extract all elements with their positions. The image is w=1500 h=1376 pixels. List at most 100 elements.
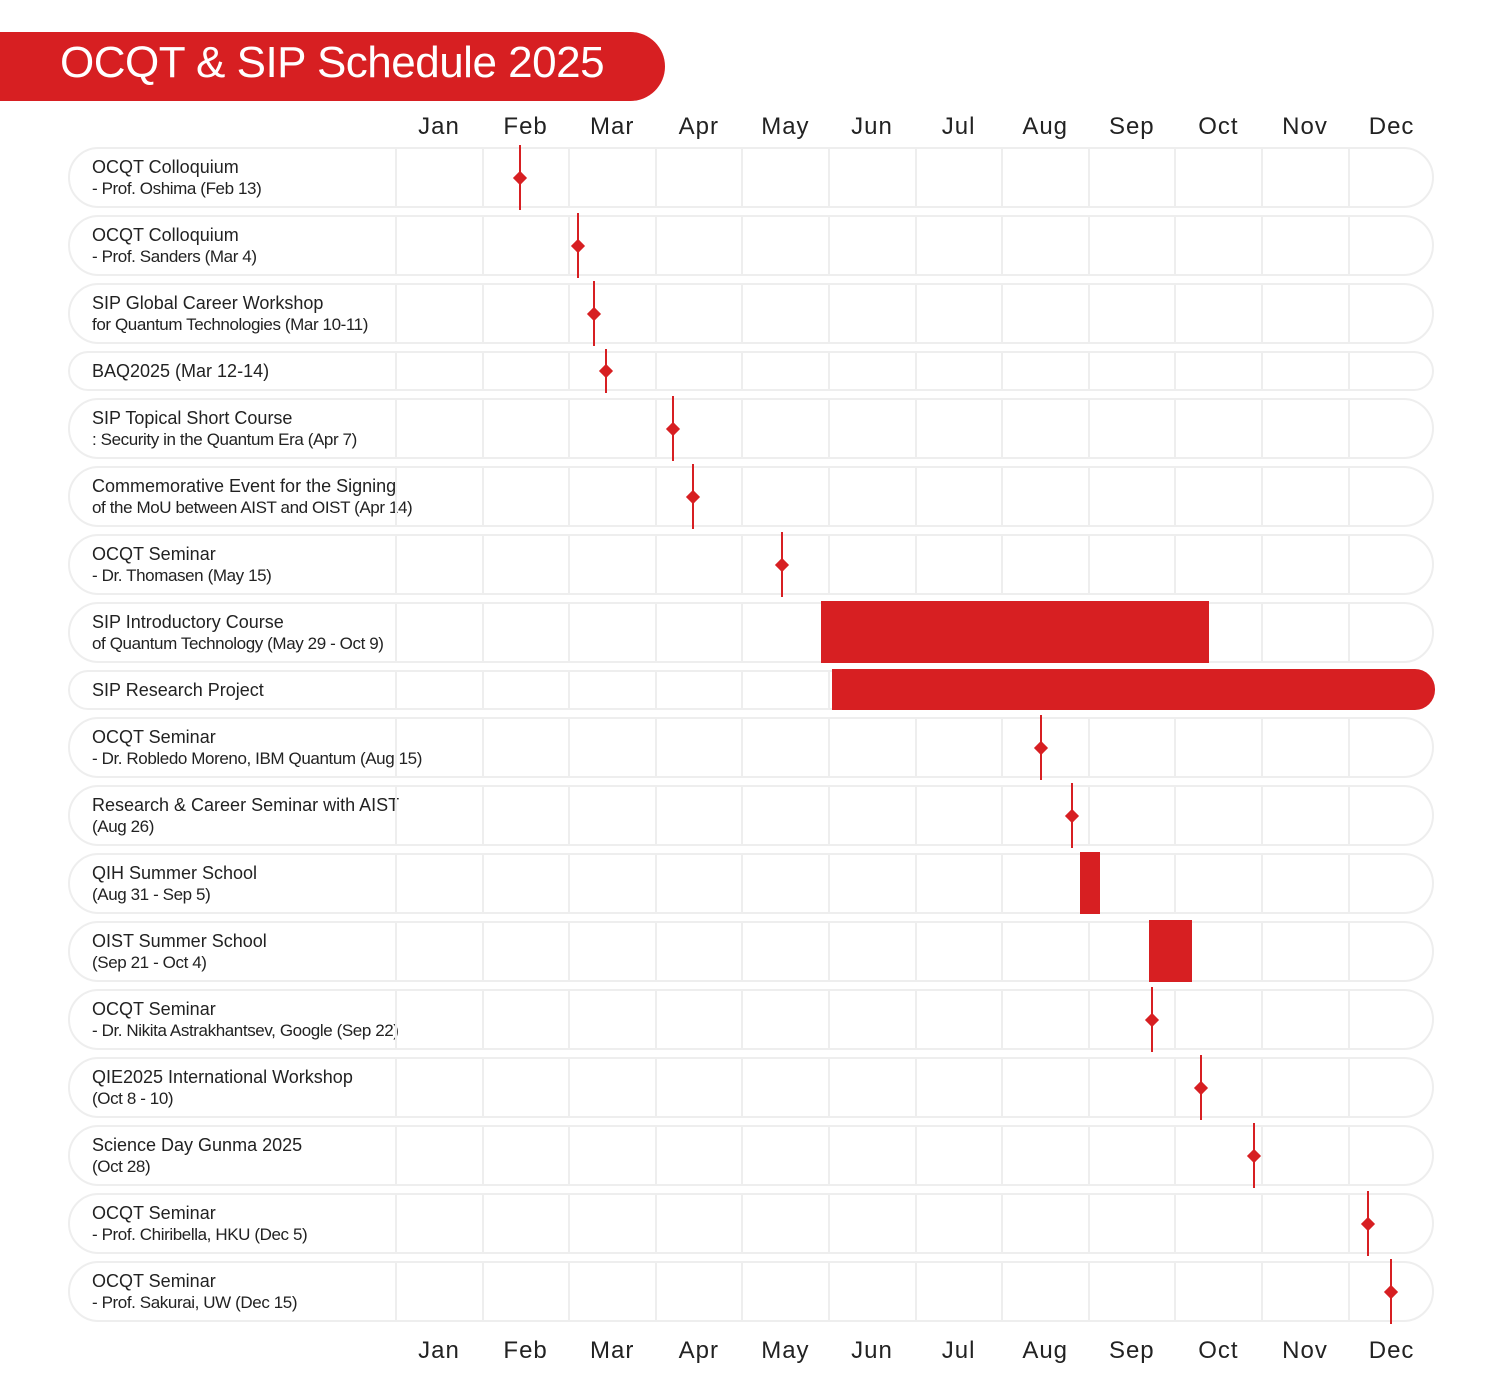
month-gridline (654, 853, 657, 914)
event-detail: (Oct 28) (92, 1156, 151, 1176)
month-gridline (828, 534, 830, 595)
month-gridline (1174, 1193, 1177, 1254)
month-label-top: May (761, 113, 810, 140)
event-title: OCQT Seminar (92, 1270, 216, 1291)
month-gridline (1174, 283, 1177, 344)
month-gridline (568, 1057, 571, 1118)
event-label: SIP Introductory Course of Quantum Techno… (92, 611, 384, 655)
month-gridline (568, 398, 571, 459)
month-gridline (741, 717, 744, 778)
month-gridline (395, 670, 397, 710)
month-label-bottom: Jan (418, 1337, 460, 1364)
month-gridline (828, 785, 830, 846)
month-gridline (1347, 283, 1350, 344)
month-gridline (654, 717, 657, 778)
event-title: QIE2025 International Workshop (92, 1066, 353, 1087)
month-label-top: Apr (678, 113, 719, 140)
month-gridline (1174, 147, 1177, 208)
month-gridline (1261, 534, 1263, 595)
month-gridline (741, 283, 744, 344)
event-label: SIP Topical Short Course: Security in th… (92, 407, 357, 451)
month-gridline (395, 989, 397, 1050)
month-label-top: Sep (1108, 113, 1155, 140)
event-title: SIP Research Project (92, 680, 264, 700)
month-gridline (654, 989, 657, 1050)
month-gridline (1087, 1125, 1090, 1186)
month-gridline (914, 717, 917, 778)
month-gridline (1087, 534, 1090, 595)
table-row: OCQT Seminar - Dr. Nikita Astrakhantsev, … (68, 989, 1434, 1050)
table-row: SIP Introductory Course of Quantum Techno… (68, 602, 1434, 663)
month-gridline (1347, 1193, 1350, 1254)
month-gridline (741, 921, 744, 982)
month-gridline (1001, 1057, 1004, 1118)
month-gridline (828, 147, 830, 208)
table-row: OCQT Seminar - Prof. Chiribella, HKU (Dec… (68, 1193, 1434, 1254)
event-label: OCQT Colloquium - Prof. Oshima (Feb 13) (92, 156, 262, 200)
event-title: Science Day Gunma 2025 (92, 1134, 303, 1155)
month-gridline (1347, 989, 1350, 1050)
event-detail: - Dr. Thomasen (May 15) (92, 565, 272, 585)
month-gridline (914, 1193, 917, 1254)
month-gridline (1174, 1125, 1177, 1186)
month-gridline (654, 1193, 657, 1254)
event-bar (1080, 852, 1101, 914)
event-detail: (Oct 8 - 10) (92, 1088, 174, 1108)
month-gridline (1087, 989, 1090, 1050)
month-gridline (654, 785, 657, 846)
event-detail: : Security in the Quantum Era (Apr 7) (92, 429, 357, 449)
month-gridline (1174, 785, 1177, 846)
month-gridline (1347, 466, 1350, 527)
month-gridline (654, 602, 657, 663)
table-row: OCQT Seminar - Prof. Sakurai, UW (Dec 15) (68, 1261, 1434, 1322)
month-gridline (741, 534, 744, 595)
month-gridline (395, 351, 397, 391)
month-gridline (914, 534, 917, 595)
table-row: SIP Topical Short Course: Security in th… (68, 398, 1434, 459)
month-gridline (395, 1057, 397, 1118)
month-gridline (828, 398, 830, 459)
month-gridline (481, 1057, 484, 1118)
month-gridline (1174, 534, 1177, 595)
month-label-bottom: Jul (941, 1337, 976, 1364)
month-gridline (481, 853, 484, 914)
month-gridline (568, 670, 571, 710)
month-gridline (654, 398, 657, 459)
month-gridline (1174, 215, 1177, 276)
month-gridline (1174, 717, 1177, 778)
month-gridline (1001, 147, 1004, 208)
month-gridline (481, 717, 484, 778)
month-gridline (395, 466, 397, 527)
table-row: OCQT Colloquium - Prof. Sanders (Mar 4) (68, 215, 1434, 276)
event-label: OCQT Colloquium - Prof. Sanders (Mar 4) (92, 224, 257, 268)
month-gridline (1261, 147, 1263, 208)
month-gridline (481, 670, 484, 710)
month-gridline (1001, 283, 1004, 344)
month-gridline (741, 1125, 744, 1186)
month-gridline (741, 215, 744, 276)
event-bar (1149, 920, 1193, 982)
month-gridline (1001, 1261, 1004, 1322)
month-gridline (1174, 853, 1177, 914)
month-gridline (654, 147, 657, 208)
month-gridline (1001, 989, 1004, 1050)
event-label: QIH Summer School (Aug 31 - Sep 5) (92, 862, 257, 906)
month-gridline (1087, 1193, 1090, 1254)
month-gridline (654, 534, 657, 595)
month-gridline (1001, 534, 1004, 595)
event-label: BAQ2025 (Mar 12-14) (92, 360, 269, 382)
month-gridline (741, 989, 744, 1050)
month-gridline (568, 1261, 571, 1322)
month-gridline (481, 921, 484, 982)
month-gridline (481, 1125, 484, 1186)
event-detail: of Quantum Technology (May 29 - Oct 9) (92, 633, 384, 653)
event-label: OCQT Seminar - Prof. Sakurai, UW (Dec 15) (92, 1270, 298, 1314)
month-label-top: Nov (1282, 113, 1328, 140)
month-gridline (1261, 989, 1263, 1050)
month-gridline (1001, 1125, 1004, 1186)
month-gridline (741, 1193, 744, 1254)
month-gridline (914, 1261, 917, 1322)
table-row: OCQT Seminar - Dr. Robledo Moreno, IBM Qu… (68, 717, 1434, 778)
table-row: QIE2025 International Workshop (Oct 8 - 1… (68, 1057, 1434, 1118)
month-gridline (395, 921, 397, 982)
